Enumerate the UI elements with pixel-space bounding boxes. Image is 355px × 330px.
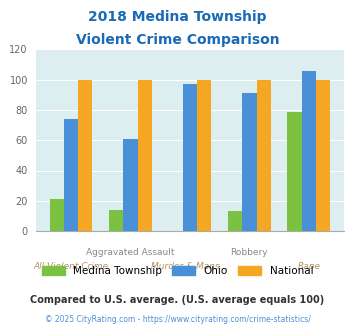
Bar: [242, 93, 257, 231]
Text: 2018 Medina Township: 2018 Medina Township: [88, 10, 267, 24]
Bar: [197, 80, 211, 231]
Text: © 2025 CityRating.com - https://www.cityrating.com/crime-statistics/: © 2025 CityRating.com - https://www.city…: [45, 315, 310, 324]
Bar: [50, 199, 64, 231]
Bar: [288, 112, 302, 231]
Text: All Violent Crime: All Violent Crime: [33, 262, 109, 271]
Bar: [123, 139, 138, 231]
Bar: [228, 211, 242, 231]
Bar: [257, 80, 271, 231]
Bar: [64, 119, 78, 231]
Text: Compared to U.S. average. (U.S. average equals 100): Compared to U.S. average. (U.S. average …: [31, 295, 324, 305]
Text: Rape: Rape: [297, 262, 321, 271]
Text: Murder & Mans...: Murder & Mans...: [151, 262, 229, 271]
Bar: [109, 210, 123, 231]
Bar: [183, 84, 197, 231]
Bar: [316, 80, 330, 231]
Legend: Medina Township, Ohio, National: Medina Township, Ohio, National: [38, 262, 317, 280]
Bar: [78, 80, 92, 231]
Bar: [138, 80, 152, 231]
Text: Aggravated Assault: Aggravated Assault: [86, 248, 175, 257]
Text: Violent Crime Comparison: Violent Crime Comparison: [76, 33, 279, 47]
Bar: [302, 71, 316, 231]
Text: Robbery: Robbery: [231, 248, 268, 257]
